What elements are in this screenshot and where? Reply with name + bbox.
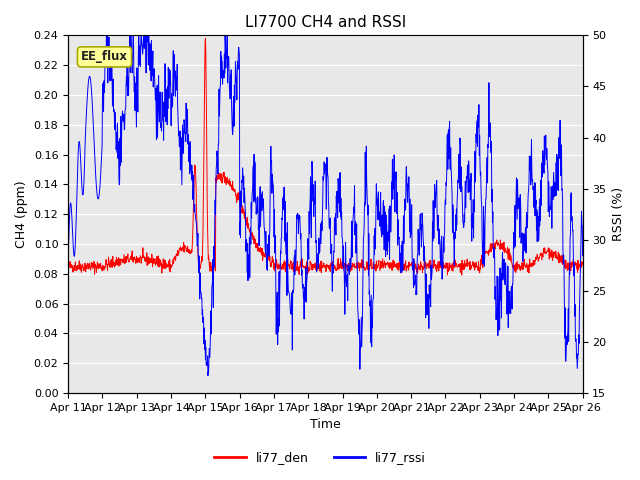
Title: LI7700 CH4 and RSSI: LI7700 CH4 and RSSI — [244, 15, 406, 30]
Y-axis label: CH4 (ppm): CH4 (ppm) — [15, 180, 28, 248]
X-axis label: Time: Time — [310, 419, 340, 432]
Text: EE_flux: EE_flux — [81, 50, 128, 63]
Legend: li77_den, li77_rssi: li77_den, li77_rssi — [209, 446, 431, 469]
Y-axis label: RSSI (%): RSSI (%) — [612, 187, 625, 241]
